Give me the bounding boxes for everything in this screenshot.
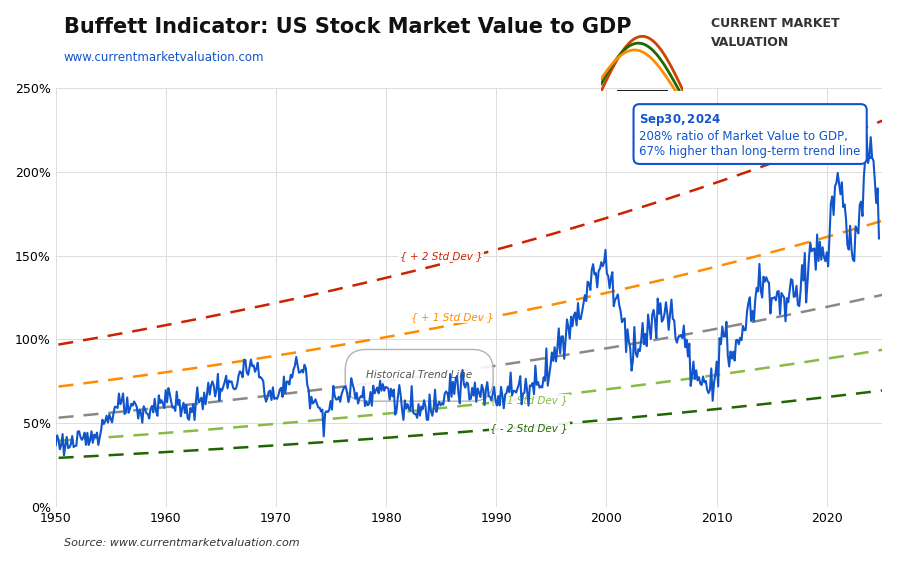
Text: { - 2 Std Dev }: { - 2 Std Dev }	[490, 424, 568, 433]
Text: Historical Trend Line: Historical Trend Line	[366, 370, 472, 381]
Text: { + 1 Std Dev }: { + 1 Std Dev }	[411, 312, 494, 322]
Text: CURRENT MARKET
VALUATION: CURRENT MARKET VALUATION	[711, 17, 839, 49]
Text: www.currentmarketvaluation.com: www.currentmarketvaluation.com	[64, 51, 264, 64]
Text: Buffett Indicator: US Stock Market Value to GDP: Buffett Indicator: US Stock Market Value…	[64, 17, 631, 37]
Text: { + 2 Std Dev }: { + 2 Std Dev }	[400, 251, 483, 261]
Text: { - 1 Std Dev }: { - 1 Std Dev }	[490, 395, 568, 406]
Text: $\bf{Sep 30, 2024}$
208% ratio of Market Value to GDP,
67% higher than long-term: $\bf{Sep 30, 2024}$ 208% ratio of Market…	[640, 112, 872, 159]
Text: Source: www.currentmarketvaluation.com: Source: www.currentmarketvaluation.com	[64, 538, 300, 548]
